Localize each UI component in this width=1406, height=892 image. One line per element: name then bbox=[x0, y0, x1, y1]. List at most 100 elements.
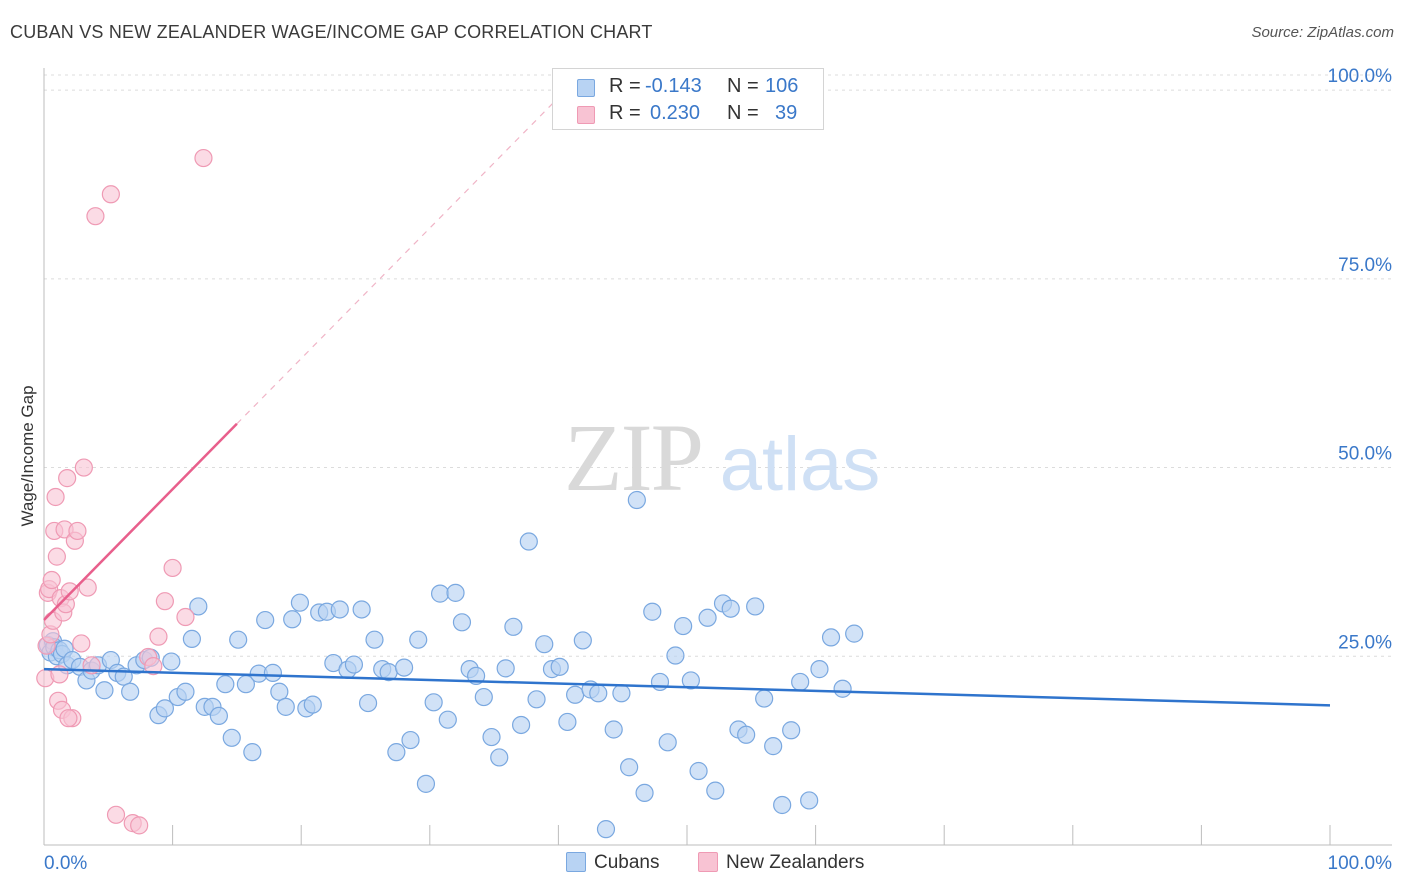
cubans-point bbox=[627, 490, 646, 510]
cubans-point bbox=[95, 681, 114, 700]
cubans-point bbox=[303, 695, 322, 714]
cubans-point bbox=[737, 725, 756, 744]
new-zealanders-point bbox=[149, 627, 168, 646]
cubans-point bbox=[430, 584, 450, 603]
cubans-point bbox=[746, 597, 765, 616]
cubans-point bbox=[416, 774, 436, 793]
cubans-point bbox=[394, 658, 414, 677]
cubans-point bbox=[821, 628, 841, 647]
cubans-point bbox=[216, 675, 235, 694]
legend-r-value-cubans: -0.143 bbox=[645, 75, 702, 97]
legend-r-label: R = bbox=[609, 102, 641, 124]
cubans-point bbox=[162, 652, 181, 671]
cubans-point bbox=[283, 610, 302, 629]
new-zealanders-point bbox=[155, 592, 174, 611]
new-zealanders-point bbox=[176, 607, 195, 627]
cubans-point bbox=[689, 761, 708, 781]
cubans-point bbox=[650, 672, 670, 692]
cubans-point bbox=[452, 613, 472, 632]
new-zealanders-point bbox=[144, 656, 163, 676]
source-label: Source: ZipAtlas.com bbox=[1251, 24, 1394, 41]
cubans-point bbox=[474, 687, 493, 707]
new-zealanders-point bbox=[163, 558, 182, 578]
cubans-point bbox=[535, 635, 554, 654]
cubans-point bbox=[176, 682, 195, 701]
legend-r-value-new-zealanders: 0.230 bbox=[650, 102, 701, 124]
cubans-point bbox=[270, 682, 289, 701]
cubans-point bbox=[558, 712, 577, 732]
cubans-point bbox=[698, 608, 717, 627]
bottom-legend-new-zealanders: New Zealanders bbox=[698, 852, 864, 874]
cubans-point bbox=[155, 699, 174, 718]
bottom-legend-swatch-cubans bbox=[566, 852, 586, 872]
cubans-point bbox=[721, 599, 740, 618]
cubans-point bbox=[604, 720, 623, 739]
cubans-point bbox=[189, 597, 208, 616]
y-axis-label: Wage/Income Gap bbox=[18, 385, 37, 527]
chart-title: CUBAN VS NEW ZEALANDER WAGE/INCOME GAP C… bbox=[10, 22, 653, 42]
cubans-point bbox=[573, 631, 592, 650]
watermark-atlas: atlas bbox=[720, 422, 881, 507]
cubans-point bbox=[482, 727, 501, 747]
new-zealanders-point bbox=[72, 634, 91, 653]
cubans-point bbox=[589, 684, 608, 703]
new-zealanders-point bbox=[101, 185, 120, 204]
cubans-point bbox=[635, 783, 654, 803]
gridlines bbox=[44, 74, 1392, 657]
new-zealanders-trend-extension bbox=[236, 97, 559, 425]
cubans-point bbox=[401, 730, 420, 750]
cubans-point bbox=[256, 610, 275, 630]
cubans-point bbox=[352, 600, 371, 619]
y-tick-label: 100.0% bbox=[1328, 66, 1393, 87]
cubans-point bbox=[791, 672, 810, 692]
trend-lines bbox=[43, 97, 1331, 707]
new-zealanders-point bbox=[68, 521, 87, 541]
cubans-point bbox=[496, 659, 515, 678]
cubans-point bbox=[512, 715, 531, 735]
new-zealanders-point bbox=[106, 805, 126, 824]
cubans-point bbox=[229, 630, 248, 649]
new-zealanders-point bbox=[42, 570, 61, 590]
cubans-point bbox=[706, 781, 725, 800]
cubans-point bbox=[620, 758, 639, 777]
cubans-point bbox=[845, 624, 864, 643]
cubans-point bbox=[182, 629, 201, 649]
x-tick-label-min: 0.0% bbox=[44, 853, 87, 874]
new-zealanders-point bbox=[194, 148, 213, 168]
legend-r-label: R = bbox=[609, 75, 641, 97]
cubans-point bbox=[782, 721, 801, 740]
cubans-point bbox=[527, 690, 546, 709]
new-zealanders-point bbox=[46, 487, 65, 507]
new-zealanders-point bbox=[130, 816, 149, 835]
cubans-point bbox=[596, 820, 616, 839]
y-tick-label: 75.0% bbox=[1338, 255, 1392, 276]
cubans-point bbox=[800, 791, 819, 810]
cubans-point bbox=[566, 685, 585, 704]
cubans-point bbox=[409, 630, 428, 649]
cubans-point bbox=[222, 728, 241, 747]
legend-n-value-new-zealanders: 39 bbox=[775, 102, 798, 124]
cubans-point bbox=[674, 616, 693, 636]
cubans-point bbox=[764, 737, 783, 756]
cubans-point bbox=[438, 710, 457, 729]
cubans-point bbox=[666, 646, 685, 665]
correlation-legend: R = -0.143 N = 106 R = 0.230 N = 39 bbox=[552, 68, 824, 130]
y-tick-label: 50.0% bbox=[1338, 444, 1392, 465]
cubans-point bbox=[365, 630, 384, 649]
cubans-point bbox=[446, 583, 465, 602]
cubans-trend-line bbox=[43, 667, 1331, 707]
cubans-point bbox=[833, 679, 852, 698]
legend-n-value-cubans: 106 bbox=[765, 75, 799, 97]
new-zealanders-point bbox=[59, 709, 78, 728]
y-tick-label: 25.0% bbox=[1338, 632, 1392, 653]
y-tick-labels: 25.0% 50.0% 75.0% 100.0% bbox=[1328, 66, 1393, 653]
cubans-point bbox=[755, 689, 774, 708]
legend-swatch-new-zealanders bbox=[577, 106, 595, 124]
new-zealanders-point bbox=[47, 547, 66, 566]
cubans-point bbox=[358, 693, 378, 713]
cubans-point bbox=[658, 733, 677, 752]
bottom-legend-label-new-zealanders: New Zealanders bbox=[726, 852, 865, 873]
new-zealanders-trend-line bbox=[43, 422, 238, 621]
cubans-point bbox=[681, 671, 700, 690]
